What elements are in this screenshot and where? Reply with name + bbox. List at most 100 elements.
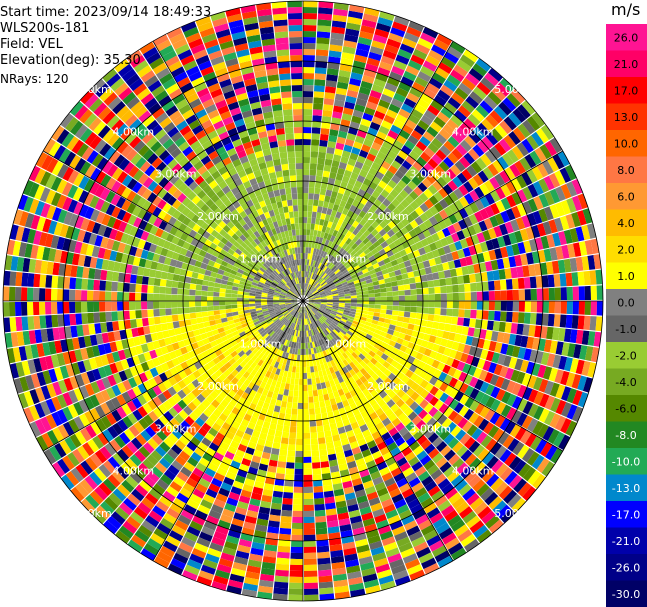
velocity-gate xyxy=(322,283,329,288)
velocity-gate xyxy=(540,326,548,339)
velocity-gate xyxy=(455,127,468,140)
velocity-gate xyxy=(343,309,350,314)
velocity-gate xyxy=(373,284,380,290)
velocity-gate xyxy=(565,314,573,329)
velocity-gate xyxy=(446,421,457,433)
velocity-gate xyxy=(375,244,384,252)
velocity-gate xyxy=(446,293,453,301)
velocity-gate xyxy=(292,396,298,403)
velocity-gate xyxy=(313,293,320,297)
velocity-gate xyxy=(326,318,333,324)
velocity-gate xyxy=(303,336,306,343)
velocity-gate xyxy=(366,314,374,320)
velocity-gate xyxy=(320,231,325,239)
velocity-gate xyxy=(336,238,342,246)
velocity-gate xyxy=(305,271,308,278)
velocity-gate xyxy=(312,315,318,322)
velocity-gate xyxy=(361,340,369,347)
velocity-gate xyxy=(367,217,375,225)
velocity-gate xyxy=(347,16,362,25)
velocity-gate xyxy=(308,302,315,305)
velocity-gate xyxy=(309,408,315,415)
velocity-gate xyxy=(219,288,226,293)
velocity-gate xyxy=(392,264,400,271)
velocity-gate xyxy=(537,423,549,439)
velocity-gate xyxy=(445,356,455,367)
velocity-gate xyxy=(541,313,549,326)
velocity-gate xyxy=(458,184,469,196)
velocity-gate xyxy=(51,275,59,289)
velocity-gate xyxy=(111,301,118,312)
velocity-gate xyxy=(326,183,334,191)
velocity-gate xyxy=(395,320,403,328)
velocity-gate xyxy=(342,313,349,319)
velocity-gate xyxy=(312,474,322,481)
velocity-gate xyxy=(329,255,335,263)
velocity-gate xyxy=(129,310,136,320)
velocity-gate xyxy=(322,110,333,118)
velocity-gate xyxy=(459,433,471,445)
velocity-gate xyxy=(488,249,497,261)
velocity-gate xyxy=(372,332,380,339)
velocity-gate xyxy=(333,259,339,266)
velocity-gate xyxy=(69,277,77,290)
velocity-gate xyxy=(507,493,522,509)
velocity-gate xyxy=(208,315,215,321)
velocity-gate xyxy=(196,278,204,286)
velocity-gate xyxy=(480,319,488,330)
velocity-gate xyxy=(485,396,496,409)
velocity-gate xyxy=(320,304,327,308)
velocity-gate xyxy=(323,286,330,291)
velocity-gate xyxy=(517,444,530,459)
velocity-gate xyxy=(431,153,443,165)
velocity-gate xyxy=(303,36,316,44)
velocity-gate xyxy=(427,158,439,169)
velocity-gate xyxy=(405,65,420,77)
velocity-gate xyxy=(313,193,320,201)
velocity-gate xyxy=(363,221,371,230)
velocity-gate xyxy=(445,339,454,349)
velocity-gate xyxy=(494,301,502,311)
velocity-gate xyxy=(316,545,330,553)
velocity-gate xyxy=(319,291,326,295)
velocity-gate xyxy=(438,371,448,382)
velocity-gate xyxy=(393,60,408,71)
velocity-gate xyxy=(311,450,320,457)
velocity-gate xyxy=(39,301,46,315)
velocity-gate xyxy=(213,301,220,306)
velocity-gate xyxy=(518,301,525,312)
velocity-gate xyxy=(325,80,337,88)
velocity-gate xyxy=(471,254,479,265)
velocity-gate xyxy=(480,487,494,501)
velocity-gate xyxy=(311,287,316,293)
velocity-gate xyxy=(292,510,303,517)
velocity-gate xyxy=(400,199,410,209)
velocity-gate xyxy=(510,219,520,232)
velocity-gate xyxy=(341,220,348,229)
velocity-gate xyxy=(508,474,523,489)
velocity-gate xyxy=(453,64,468,78)
velocity-gate xyxy=(386,301,393,306)
velocity-gate xyxy=(555,202,566,217)
velocity-gate xyxy=(87,312,95,324)
velocity-gate xyxy=(382,88,395,98)
velocity-gate xyxy=(435,149,447,161)
velocity-gate xyxy=(542,366,553,380)
velocity-gate xyxy=(518,463,532,478)
velocity-gate xyxy=(340,249,347,257)
velocity-gate xyxy=(311,308,317,313)
velocity-gate xyxy=(345,341,353,348)
velocity-gate xyxy=(304,576,318,583)
velocity-gate xyxy=(355,48,369,58)
velocity-gate xyxy=(317,25,331,33)
velocity-gate xyxy=(424,266,433,275)
velocity-gate xyxy=(328,281,335,286)
velocity-gate xyxy=(535,439,548,454)
velocity-gate xyxy=(375,224,383,233)
velocity-gate xyxy=(433,116,446,128)
velocity-gate xyxy=(352,220,360,228)
velocity-gate xyxy=(303,390,309,397)
velocity-gate xyxy=(304,277,307,284)
velocity-gate xyxy=(341,337,348,344)
velocity-gate xyxy=(165,308,172,316)
